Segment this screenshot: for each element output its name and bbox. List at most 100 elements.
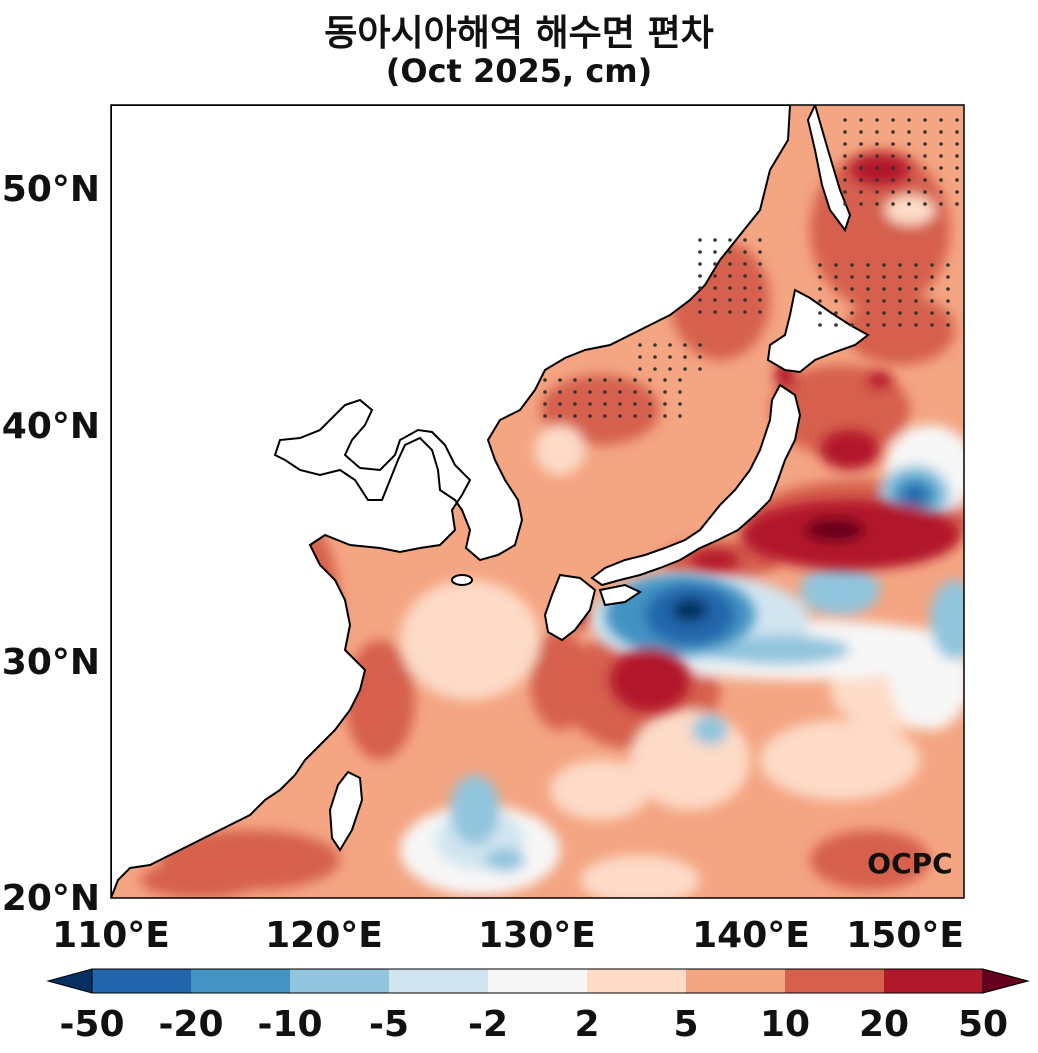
stipple-dot: [907, 130, 911, 134]
stipple-dot: [698, 343, 702, 347]
stipple-dot: [923, 190, 927, 194]
stippling-dots: [543, 118, 959, 418]
stipple-dot: [618, 402, 622, 406]
stipple-dot: [898, 311, 902, 315]
colorbar: -50 -20 -10 -5 -2 2 5 10 20 50: [46, 968, 1030, 1045]
colorbar-under-arrow: [46, 968, 93, 994]
stipple-dot: [859, 154, 863, 158]
stipple-dot: [946, 311, 950, 315]
stipple-dot: [939, 118, 943, 122]
stipple-dot: [891, 202, 895, 206]
stipple-dot: [728, 274, 732, 278]
stipple-dot: [923, 130, 927, 134]
stipple-dot: [914, 275, 918, 279]
stipple-dot: [866, 299, 870, 303]
stipple-dot: [758, 262, 762, 266]
stipple-dot: [663, 414, 667, 418]
colorbar-segment: [884, 969, 984, 993]
stipple-dot: [633, 378, 637, 382]
colorbar-segment: [587, 969, 687, 993]
stipple-dot: [914, 323, 918, 327]
stipple-dot: [758, 274, 762, 278]
stipple-dot: [898, 287, 902, 291]
stipple-dot: [955, 190, 959, 194]
stipple-dot: [588, 402, 592, 406]
stipple-dot: [728, 262, 732, 266]
colorbar-tick-label: 20: [859, 1004, 909, 1045]
stipple-dot: [946, 299, 950, 303]
stipple-dot: [939, 166, 943, 170]
stipple-dot: [543, 378, 547, 382]
colorbar-segment: [488, 969, 588, 993]
stipple-dot: [907, 142, 911, 146]
stipple-dot: [850, 263, 854, 267]
colorbar-tick-label: -10: [257, 1004, 322, 1045]
stipple-dot: [843, 166, 847, 170]
colorbar-segment: [191, 969, 291, 993]
stipple-dot: [618, 390, 622, 394]
colorbar-tick-label: -2: [468, 1004, 508, 1045]
stipple-dot: [939, 142, 943, 146]
stipple-dot: [907, 190, 911, 194]
lat-tick-label: 40°N: [2, 406, 100, 447]
stipple-dot: [843, 154, 847, 158]
stipple-dot: [653, 367, 657, 371]
stipple-dot: [875, 190, 879, 194]
stipple-dot: [907, 178, 911, 182]
stipple-dot: [882, 299, 886, 303]
colorbar-tick-label: 10: [760, 1004, 810, 1045]
stipple-dot: [743, 298, 747, 302]
stipple-dot: [923, 202, 927, 206]
stipple-dot: [859, 142, 863, 146]
stipple-dot: [875, 178, 879, 182]
stipple-dot: [891, 130, 895, 134]
stipple-dot: [955, 130, 959, 134]
stipple-dot: [603, 390, 607, 394]
stipple-dot: [930, 275, 934, 279]
stipple-dot: [663, 402, 667, 406]
stipple-dot: [728, 310, 732, 314]
lat-tick-label: 20°N: [2, 878, 100, 919]
stipple-dot: [758, 286, 762, 290]
stipple-dot: [914, 263, 918, 267]
stipple-dot: [891, 166, 895, 170]
stipple-dot: [603, 378, 607, 382]
stipple-dot: [930, 311, 934, 315]
stipple-dot: [713, 238, 717, 242]
stipple-dot: [882, 323, 886, 327]
stipple-dot: [653, 355, 657, 359]
stipple-dot: [955, 166, 959, 170]
stipple-dot: [713, 274, 717, 278]
stipple-dot: [698, 262, 702, 266]
stipple-dot: [834, 263, 838, 267]
stipple-dot: [891, 178, 895, 182]
stipple-dot: [946, 263, 950, 267]
stipple-dot: [955, 118, 959, 122]
stipple-dot: [743, 310, 747, 314]
stipple-dot: [955, 202, 959, 206]
stipple-dot: [859, 130, 863, 134]
stipple-dot: [728, 238, 732, 242]
stipple-dot: [866, 275, 870, 279]
stipple-dot: [638, 355, 642, 359]
stipple-dot: [558, 390, 562, 394]
stipple-dot: [743, 238, 747, 242]
stipple-dot: [907, 166, 911, 170]
stipple-dot: [875, 166, 879, 170]
stipple-dot: [939, 190, 943, 194]
stipple-dot: [653, 343, 657, 347]
stipple-dot: [891, 154, 895, 158]
stipple-dot: [850, 299, 854, 303]
stipple-dot: [891, 190, 895, 194]
stipple-dot: [843, 178, 847, 182]
lon-tick-label: 150°E: [846, 915, 964, 956]
lon-tick-label: 130°E: [478, 915, 596, 956]
colorbar-segment: [686, 969, 786, 993]
stipple-dot: [866, 287, 870, 291]
stipple-dot: [698, 355, 702, 359]
stipple-dot: [618, 378, 622, 382]
stipple-dot: [758, 310, 762, 314]
stipple-dot: [743, 286, 747, 290]
stipple-dot: [713, 286, 717, 290]
stipple-dot: [930, 263, 934, 267]
